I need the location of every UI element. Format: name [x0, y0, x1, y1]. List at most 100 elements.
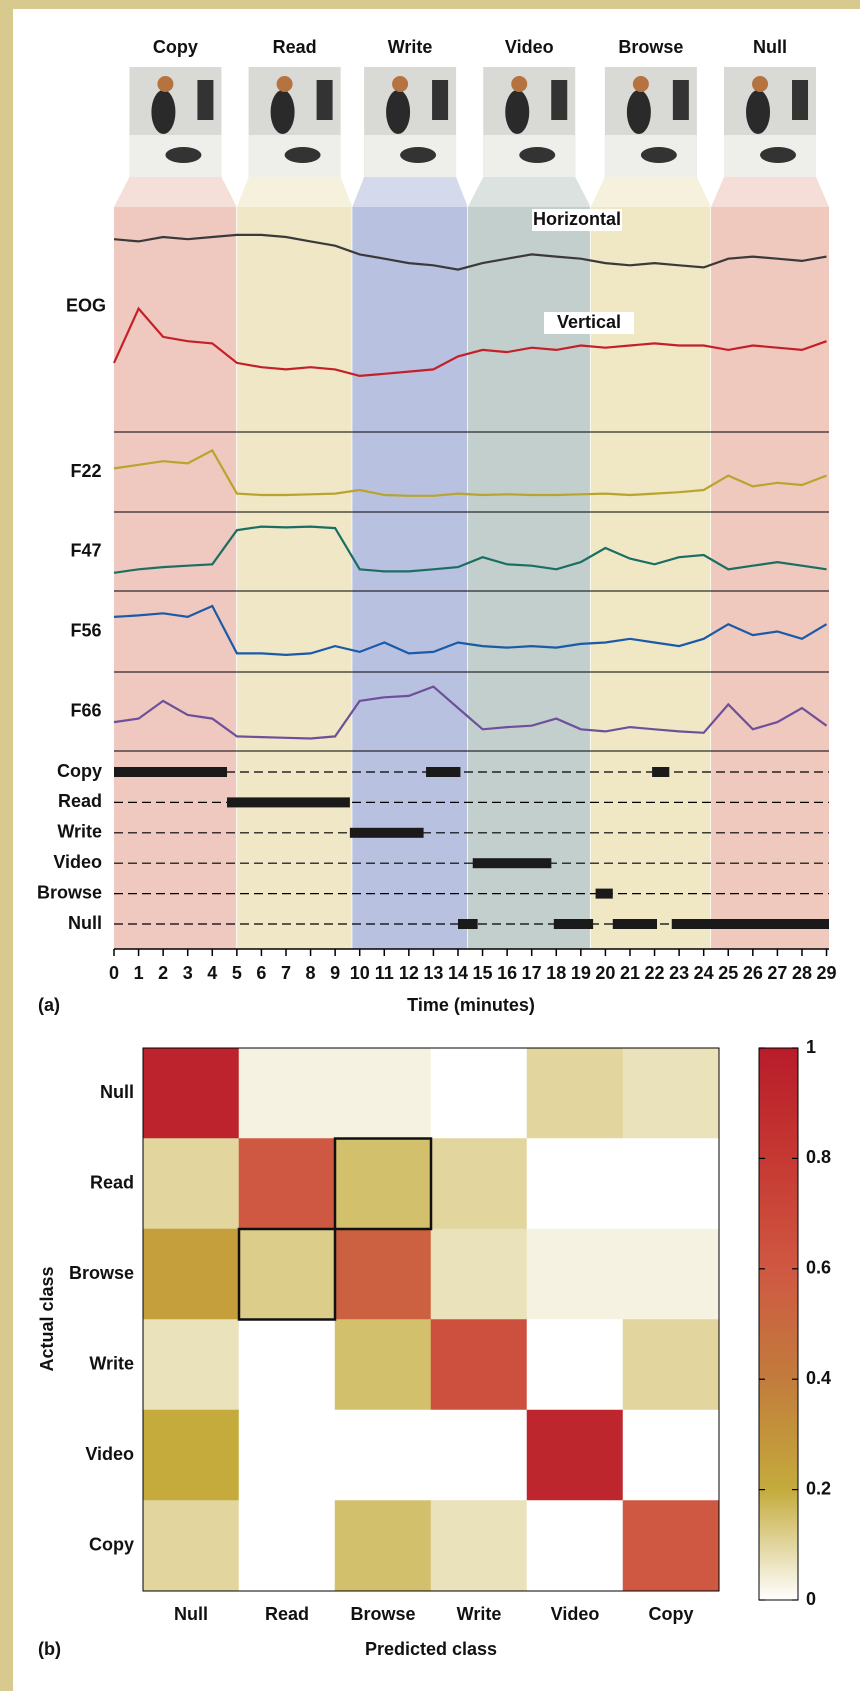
matrix-cell — [334, 1047, 432, 1139]
matrix-cell — [334, 1319, 432, 1411]
matrix-cell — [430, 1500, 528, 1592]
matrix-cell — [334, 1228, 432, 1320]
column-label: Write — [457, 1604, 502, 1624]
signal-line — [112, 306, 827, 378]
timeline-label: Video — [53, 852, 102, 872]
activity-label: Null — [753, 37, 787, 57]
photo-head — [392, 76, 409, 92]
frame-left — [0, 0, 13, 1691]
x-tick-label: 26 — [743, 963, 763, 983]
series-label: Vertical — [557, 312, 621, 332]
column-label: Browse — [350, 1604, 415, 1624]
matrix-cell — [622, 1500, 720, 1592]
panel-label: F66 — [70, 700, 101, 720]
x-tick-label: 20 — [595, 963, 615, 983]
photo-head — [752, 76, 769, 92]
x-tick-label: 15 — [473, 963, 493, 983]
timeline-bar — [553, 919, 594, 929]
column-label: Copy — [649, 1604, 694, 1624]
photo-monitor — [672, 80, 689, 120]
photo-person — [270, 90, 295, 134]
matrix-cell — [142, 1138, 240, 1230]
photo-funnel — [590, 177, 712, 207]
photo-funnel — [352, 177, 468, 207]
photo-monitor — [197, 80, 214, 120]
x-tick-label: 29 — [817, 963, 837, 983]
column-label: Video — [551, 1604, 600, 1624]
highlight-cell — [333, 1137, 433, 1231]
photo-head — [511, 76, 528, 92]
signal-line — [113, 685, 828, 740]
timeline-label: Null — [68, 913, 102, 933]
x-tick-label: 25 — [718, 963, 738, 983]
panel-label: EOG — [66, 295, 106, 315]
x-tick-label: 0 — [109, 963, 119, 983]
x-tick-label: 13 — [423, 963, 443, 983]
matrix-cell — [142, 1047, 240, 1139]
panel-label: F47 — [70, 540, 101, 560]
photo-funnel — [114, 177, 237, 207]
timeline-label: Write — [57, 822, 102, 842]
photo-phone — [640, 147, 677, 163]
matrix-cell — [238, 1409, 336, 1501]
matrix-cell — [142, 1319, 240, 1411]
photo-phone — [284, 147, 321, 163]
matrix-cell — [238, 1047, 336, 1139]
matrix-cell — [526, 1228, 624, 1320]
row-label: Copy — [89, 1535, 134, 1555]
activity-segment — [711, 207, 829, 949]
matrix-cell — [430, 1228, 528, 1320]
photo-phone — [519, 147, 556, 163]
x-tick-label: 17 — [522, 963, 542, 983]
photo-monitor — [316, 80, 333, 120]
timeline-bar — [114, 767, 228, 777]
x-tick-label: 8 — [306, 963, 316, 983]
matrix-cell — [334, 1138, 432, 1230]
x-tick-label: 21 — [620, 963, 640, 983]
photo-funnel — [711, 177, 829, 207]
colorbar-tick-label: 0.2 — [806, 1478, 831, 1498]
timeline-bar — [612, 919, 658, 929]
photo-person — [505, 90, 530, 134]
row-label: Read — [90, 1173, 134, 1193]
x-tick-label: 3 — [183, 963, 193, 983]
x-tick-label: 6 — [256, 963, 266, 983]
column-label: Read — [265, 1604, 309, 1624]
frame-top — [0, 0, 860, 9]
y-axis-title: Actual class — [37, 1266, 57, 1371]
x-tick-label: 9 — [330, 963, 340, 983]
colorbar-tick-label: 0.6 — [806, 1258, 831, 1278]
matrix-cell — [238, 1319, 336, 1411]
matrix-cell — [622, 1047, 720, 1139]
colorbar — [758, 1047, 799, 1601]
matrix-cell — [622, 1409, 720, 1501]
photo-person — [386, 90, 411, 134]
photo-person — [151, 90, 176, 134]
timeline-bar — [349, 827, 424, 838]
timeline-bar — [426, 767, 461, 777]
x-tick-label: 1 — [134, 963, 144, 983]
x-axis-title: Time (minutes) — [407, 995, 535, 1015]
x-tick-label: 14 — [448, 963, 468, 983]
matrix-cell — [142, 1228, 240, 1320]
matrix-cell — [334, 1409, 432, 1501]
matrix-border — [142, 1047, 720, 1592]
timeline-bar — [227, 797, 350, 808]
colorbar-tick-label: 1 — [806, 1037, 816, 1057]
photo-monitor — [792, 80, 809, 120]
photo-monitor — [551, 80, 568, 120]
photo-monitor — [432, 80, 449, 120]
x-tick-label: 7 — [281, 963, 291, 983]
activity-label: Video — [505, 37, 554, 57]
colorbar-tick-label: 0 — [806, 1589, 816, 1609]
signal-line — [113, 525, 827, 574]
photo-head — [632, 76, 649, 92]
signal-line — [113, 448, 827, 497]
x-tick-label: 10 — [350, 963, 370, 983]
matrix-cell — [526, 1409, 624, 1501]
timeline-bar — [671, 919, 829, 929]
x-axis-title: Predicted class — [365, 1639, 497, 1659]
photo-phone — [165, 147, 202, 163]
